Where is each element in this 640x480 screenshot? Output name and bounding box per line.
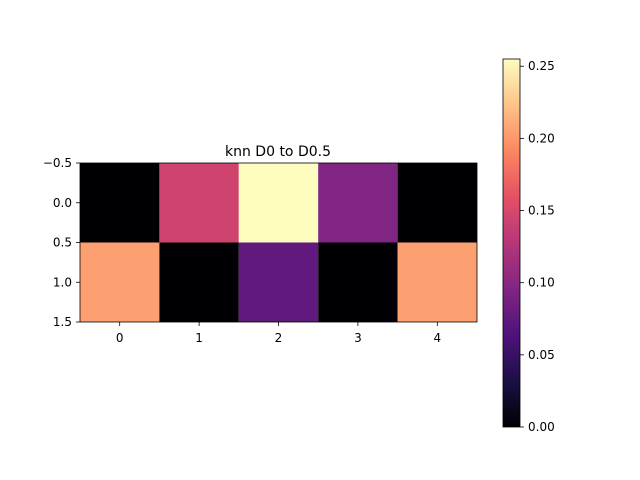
heatmap-cell-r0-c4 [397, 163, 477, 243]
y-tick-label: 0.0 [53, 196, 72, 210]
heatmap-cell-r0-c3 [318, 163, 398, 243]
heatmap-cell-r1-c4 [397, 242, 477, 322]
colorbar-tick-label: 0.15 [528, 204, 555, 218]
colorbar-tick-label: 0.25 [528, 59, 555, 73]
colorbar-tick-label: 0.00 [528, 420, 555, 434]
heatmap-cell-r1-c2 [238, 242, 319, 322]
heatmap-cell-r1-c1 [159, 242, 239, 322]
heatmap-cells [80, 163, 477, 322]
x-tick-label: 4 [433, 331, 441, 345]
y-tick-label: 1.5 [53, 315, 72, 329]
heatmap-cell-r0-c2 [238, 163, 319, 243]
x-tick-label: 3 [354, 331, 362, 345]
colorbar-tick-label: 0.10 [528, 276, 555, 290]
y-tick-label: 0.5 [53, 236, 72, 250]
colorbar-axis: 0.00 0.05 0.10 0.15 0.20 0.25 [520, 59, 555, 434]
x-tick-label: 2 [275, 331, 283, 345]
colorbar [502, 58, 521, 428]
colorbar-tick-label: 0.20 [528, 131, 555, 145]
y-axis: −0.5 0.0 0.5 1.0 1.5 [43, 156, 80, 329]
heatmap-cell-r0-c0 [80, 163, 160, 243]
y-tick-label: 1.0 [53, 275, 72, 289]
x-axis: 0 1 2 3 4 [116, 322, 441, 345]
x-tick-label: 0 [116, 331, 124, 345]
heatmap-cell-r1-c3 [318, 242, 398, 322]
colorbar-tick-label: 0.05 [528, 348, 555, 362]
y-tick-label: −0.5 [43, 156, 72, 170]
x-tick-label: 1 [195, 331, 203, 345]
chart-title: knn D0 to D0.5 [225, 144, 331, 160]
heatmap-cell-r1-c0 [80, 242, 160, 322]
heatmap-cell-r0-c1 [159, 163, 239, 243]
